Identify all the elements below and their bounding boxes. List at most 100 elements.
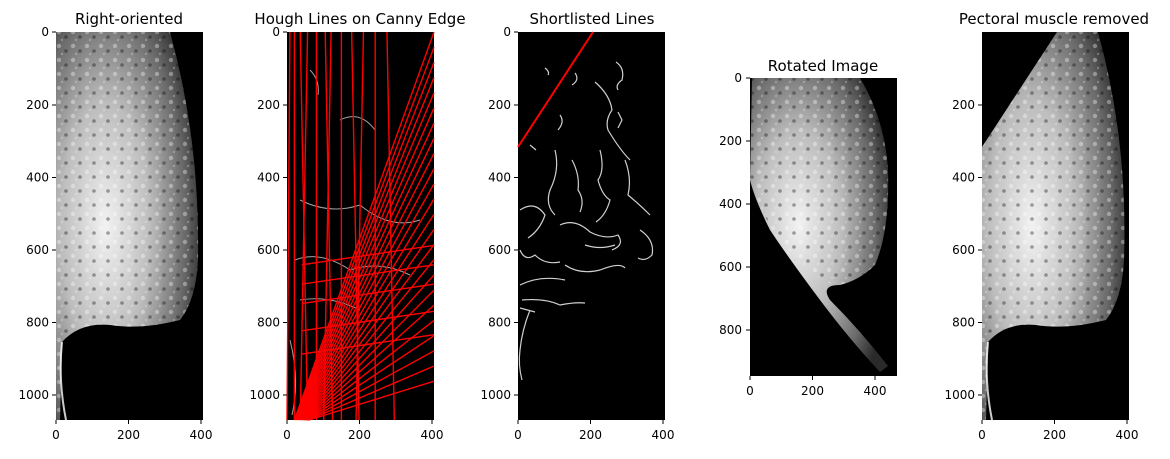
x-axis: 0 200 400 (978, 420, 1138, 442)
hough-line-group (286, 31, 435, 421)
hough-line (301, 283, 435, 305)
y-tick-label: 600 (488, 243, 511, 257)
skin-line (985, 341, 993, 421)
hough-line (302, 228, 435, 421)
y-tick-label: 600 (257, 243, 280, 257)
hough-line (301, 264, 435, 285)
y-tick-label: 400 (488, 171, 511, 185)
y-tick-label: 1000 (944, 388, 975, 402)
x-tick-label: 400 (1116, 428, 1139, 442)
hough-line (304, 289, 435, 421)
x-tick-label: 200 (1043, 428, 1066, 442)
hough-line (303, 259, 435, 421)
panel-right-oriented: Right-oriented 0 200 400 0 200 400 600 8… (18, 10, 212, 442)
y-tick-label: 0 (272, 25, 280, 39)
breast-texture (982, 32, 1125, 420)
panel-title: Shortlisted Lines (530, 10, 655, 28)
x-tick-label: 400 (421, 428, 444, 442)
y-tick-label: 600 (26, 243, 49, 257)
breast-texture (750, 78, 889, 285)
hough-line (306, 335, 435, 421)
x-tick-label: 400 (190, 428, 213, 442)
hough-line (300, 198, 435, 421)
hough-line (323, 31, 332, 421)
hough-line (296, 107, 435, 421)
panel-title: Pectoral muscle removed (959, 10, 1149, 28)
y-tick-label: 200 (719, 134, 742, 148)
y-tick-label: 0 (503, 25, 511, 39)
y-tick-label: 1000 (18, 388, 49, 402)
hough-line (300, 183, 435, 421)
y-tick-label: 800 (488, 316, 511, 330)
x-axis: 0 200 400 (52, 420, 212, 442)
hough-line (295, 77, 435, 421)
y-axis: 0 200 400 600 800 1000 (249, 25, 287, 402)
y-axis: 0 200 400 600 800 1000 (18, 25, 56, 402)
x-axis: 0 200 400 (514, 420, 674, 442)
shortlisted-line (517, 31, 594, 148)
panel-rotated-image: Rotated Image 0 200 400 0 200 400 600 80… (719, 57, 897, 398)
hough-line (298, 153, 435, 421)
x-tick-label: 400 (864, 384, 887, 398)
hough-line (299, 31, 309, 421)
hough-line (301, 244, 435, 266)
skin-line (59, 341, 67, 421)
hough-line (307, 350, 435, 421)
hough-line (297, 122, 435, 421)
y-tick-label: 800 (952, 316, 975, 330)
hough-line (301, 333, 435, 355)
panel-title: Rotated Image (768, 57, 878, 75)
x-tick-label: 200 (801, 384, 824, 398)
y-tick-label: 1000 (249, 388, 280, 402)
canny-edges (518, 61, 654, 381)
hough-line (294, 62, 435, 421)
x-tick-label: 200 (579, 428, 602, 442)
y-tick-label: 400 (26, 171, 49, 185)
x-tick-label: 0 (746, 384, 754, 398)
hough-line (302, 244, 435, 421)
breast-texture (56, 32, 199, 420)
y-tick-label: 800 (257, 316, 280, 330)
y-tick-label: 400 (257, 171, 280, 185)
panel-title: Hough Lines on Canny Edge (254, 10, 465, 28)
y-tick-label: 200 (257, 98, 280, 112)
y-tick-label: 600 (719, 260, 742, 274)
y-tick-label: 600 (952, 243, 975, 257)
hough-line (293, 31, 435, 421)
y-tick-label: 400 (952, 171, 975, 185)
hough-line (305, 304, 435, 421)
panel-shortlisted-lines: Shortlisted Lines (480, 10, 674, 442)
hough-line (296, 92, 435, 421)
x-tick-label: 0 (283, 428, 291, 442)
x-axis: 0 200 400 (746, 376, 886, 398)
hough-line (386, 31, 396, 421)
hough-line (301, 310, 435, 332)
x-tick-label: 200 (348, 428, 371, 442)
image-frame (518, 32, 665, 420)
x-axis: 0 200 400 (283, 420, 443, 442)
panel-pectoral-muscle-removed: Pectoral muscle removed 0 200 400 200 40… (944, 10, 1149, 442)
x-tick-label: 0 (52, 428, 60, 442)
y-tick-label: 800 (719, 323, 742, 337)
y-tick-label: 0 (734, 71, 742, 85)
y-axis: 200 400 600 800 1000 (944, 98, 982, 402)
y-tick-label: 800 (26, 316, 49, 330)
hough-line (304, 274, 435, 421)
y-tick-label: 400 (719, 197, 742, 211)
hough-line (308, 380, 435, 421)
panel-title: Right-oriented (75, 10, 183, 28)
hough-line (308, 365, 435, 421)
x-tick-label: 0 (978, 428, 986, 442)
x-tick-label: 400 (652, 428, 675, 442)
y-axis: 0 200 400 600 800 1000 (480, 25, 518, 402)
panel-hough-lines: Hough Lines on Canny Edge 0 200 400 (249, 10, 465, 442)
y-tick-label: 200 (26, 98, 49, 112)
hough-line (286, 31, 291, 421)
hough-line (294, 46, 435, 421)
y-tick-label: 0 (41, 25, 49, 39)
y-tick-label: 200 (952, 98, 975, 112)
y-axis: 0 200 400 600 800 (719, 71, 750, 337)
y-tick-label: 200 (488, 98, 511, 112)
image-frame (287, 32, 434, 420)
